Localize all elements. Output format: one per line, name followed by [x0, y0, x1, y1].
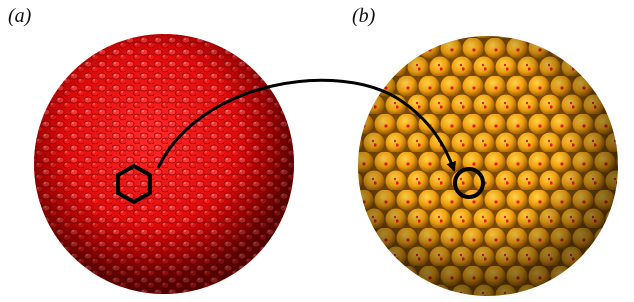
orange-sphere — [358, 36, 618, 296]
page: (a) (b) (() => { const data = JSON.parse… — [0, 0, 634, 302]
red-sphere — [34, 34, 294, 294]
panel-label: (b) — [352, 5, 376, 27]
figure: (a) (b) — [0, 0, 634, 302]
panel-label: (a) — [8, 5, 32, 27]
